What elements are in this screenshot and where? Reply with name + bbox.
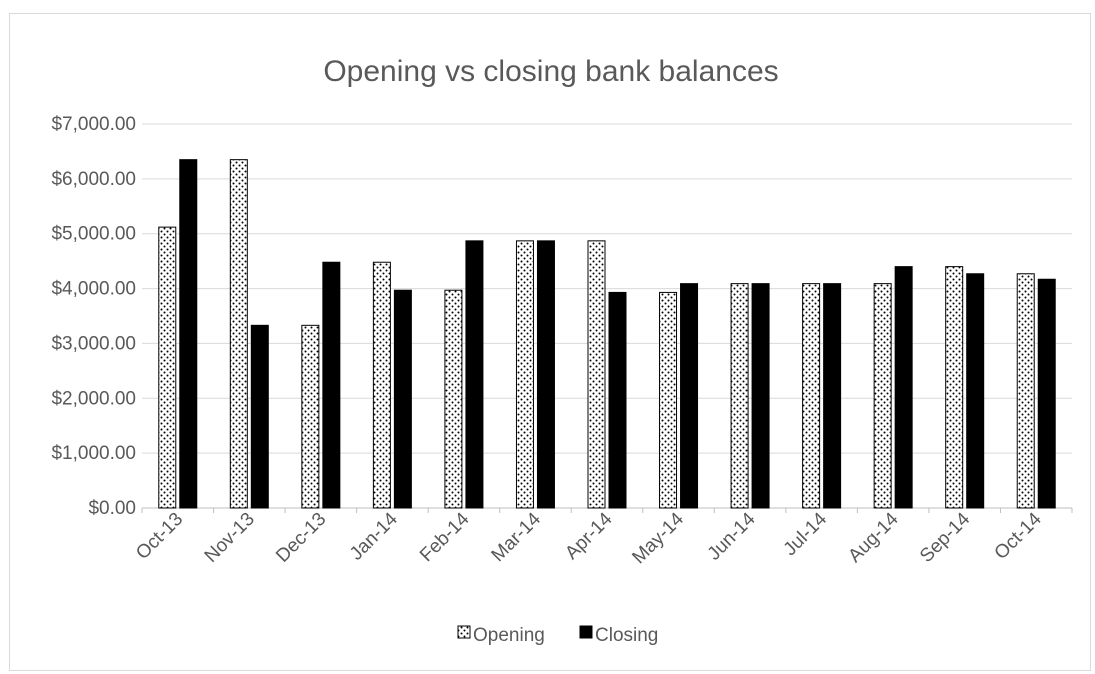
bar-opening <box>802 283 821 509</box>
y-tick-label: $0.00 <box>88 498 136 519</box>
bars <box>158 159 1056 509</box>
y-tick-label: $6,000.00 <box>51 169 136 190</box>
x-tick-label: Oct-14 <box>991 508 1046 563</box>
bar-opening <box>945 266 964 509</box>
bar-opening <box>301 324 320 509</box>
bar-closing <box>751 283 770 509</box>
y-tick-label: $4,000.00 <box>51 279 136 300</box>
legend-swatch-opening <box>457 625 471 639</box>
bar-opening <box>158 226 177 509</box>
x-tick-label: Aug-14 <box>845 508 903 566</box>
x-axis-ticks: Oct-13 Nov-13 Dec-13 Jan-14 Feb-14 Mar-14 Apr-… <box>132 508 1073 568</box>
chart-area: Opening vs closing bank balances $0.00 $1… <box>9 13 1091 671</box>
bar-closing <box>823 283 842 509</box>
bar-closing <box>465 240 484 509</box>
bar-closing <box>608 291 627 509</box>
bar-opening <box>444 289 463 509</box>
y-tick-label: $5,000.00 <box>51 224 136 245</box>
bar-closing <box>536 240 555 509</box>
bar-closing <box>1037 278 1056 509</box>
legend-swatch-closing <box>579 625 593 639</box>
x-tick-label: Apr-14 <box>561 508 616 563</box>
legend-label: Closing <box>595 625 658 646</box>
x-tick-label: Mar-14 <box>488 508 546 566</box>
bar-closing <box>250 324 269 509</box>
x-tick-label: Jun-14 <box>704 508 760 564</box>
bar-closing <box>179 159 198 509</box>
y-axis-ticks: $0.00 $1,000.00 $2,000.00 $3,000.00 $4,000.0… <box>51 114 136 519</box>
bar-closing <box>894 266 913 509</box>
bar-closing <box>393 289 412 509</box>
y-tick-label: $7,000.00 <box>51 114 136 135</box>
x-tick-label: Feb-14 <box>416 508 474 566</box>
chart-title: Opening vs closing bank balances <box>323 55 778 88</box>
bar-opening <box>659 291 678 509</box>
bar-closing <box>680 283 699 509</box>
bar-opening <box>1016 273 1035 509</box>
bar-opening <box>730 283 749 509</box>
bar-chart: Opening vs closing bank balances $0.00 $1… <box>51 55 1073 646</box>
legend: Opening Closing <box>457 625 658 646</box>
bar-opening <box>587 240 606 509</box>
bar-opening <box>372 261 391 509</box>
bar-closing <box>966 273 985 509</box>
y-tick-label: $3,000.00 <box>51 333 136 354</box>
x-tick-label: Nov-13 <box>201 509 259 567</box>
x-tick-label: May-14 <box>628 508 688 568</box>
bar-opening <box>515 240 534 509</box>
x-tick-label: Oct-13 <box>132 509 187 564</box>
bar-closing <box>322 261 341 509</box>
y-tick-label: $1,000.00 <box>51 443 136 464</box>
legend-label: Opening <box>473 625 545 646</box>
x-tick-label: Sep-14 <box>916 508 974 566</box>
y-tick-label: $2,000.00 <box>51 388 136 409</box>
bar-opening <box>873 283 892 509</box>
gridlines <box>142 123 1072 509</box>
x-tick-label: Jul-14 <box>780 508 832 560</box>
x-tick-label: Dec-13 <box>272 509 330 567</box>
x-tick-label: Jan-14 <box>346 508 402 564</box>
bar-opening <box>229 159 248 509</box>
